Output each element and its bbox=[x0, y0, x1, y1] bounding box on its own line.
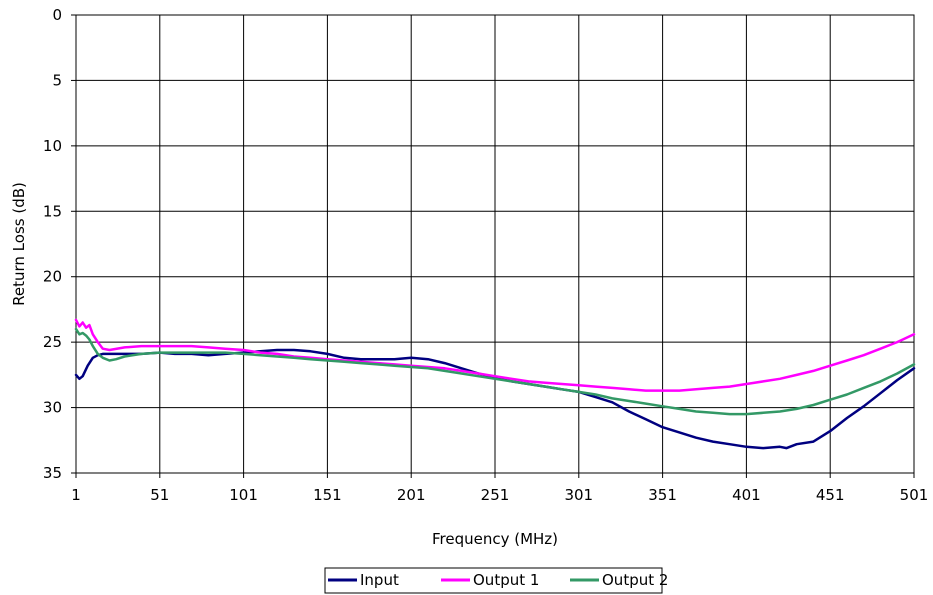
x-tick-label: 1 bbox=[71, 486, 81, 504]
legend-label-output-2: Output 2 bbox=[602, 571, 668, 589]
y-tick-label: 35 bbox=[43, 464, 62, 482]
x-tick-label: 451 bbox=[816, 486, 845, 504]
x-tick-label: 301 bbox=[564, 486, 593, 504]
x-tick-label: 101 bbox=[229, 486, 258, 504]
y-tick-label: 5 bbox=[52, 71, 62, 89]
x-tick-label: 151 bbox=[313, 486, 342, 504]
y-tick-label: 30 bbox=[43, 399, 62, 417]
y-tick-label: 20 bbox=[43, 268, 62, 286]
series-layer bbox=[74, 318, 916, 450]
x-tick-label: 401 bbox=[732, 486, 761, 504]
y-tick-label: 0 bbox=[52, 6, 62, 24]
x-tick-label: 51 bbox=[150, 486, 169, 504]
legend-box bbox=[324, 567, 663, 594]
y-tick-label: 15 bbox=[43, 202, 62, 220]
series-line-output-2 bbox=[74, 327, 916, 416]
x-axis-title: Frequency (MHz) bbox=[432, 530, 558, 548]
grid bbox=[76, 15, 914, 473]
x-tick-label: 351 bbox=[648, 486, 677, 504]
x-axis: 1 51 101 151 201 251 301 351 401 451 501 bbox=[71, 473, 928, 504]
y-tick-label: 10 bbox=[43, 137, 62, 155]
x-tick-label: 201 bbox=[397, 486, 426, 504]
y-tick-label: 25 bbox=[43, 333, 62, 351]
legend-label-output-1: Output 1 bbox=[473, 571, 539, 589]
legend-label-input: Input bbox=[360, 571, 399, 589]
series-line-output-1 bbox=[74, 318, 916, 392]
x-tick-label: 251 bbox=[481, 486, 510, 504]
y-axis: 0 5 10 15 20 25 30 35 bbox=[43, 6, 76, 482]
y-axis-title: Return Loss (dB) bbox=[10, 182, 28, 306]
legend: Input Output 1 Output 2 bbox=[324, 567, 668, 594]
x-tick-label: 501 bbox=[900, 486, 929, 504]
